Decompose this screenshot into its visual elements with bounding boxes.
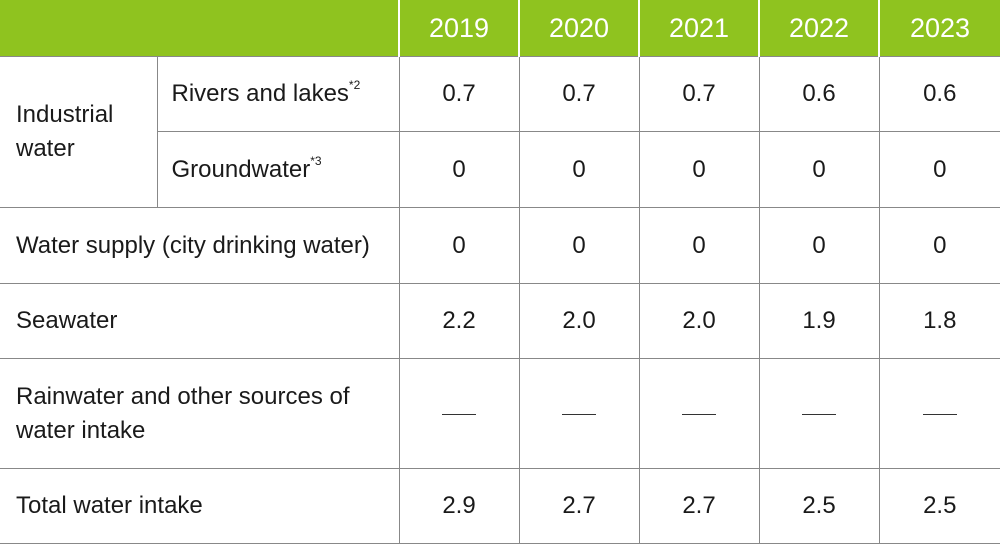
water-supply-value-2021: 0 <box>638 207 759 284</box>
dash-mark <box>922 413 957 415</box>
rivers-and-lakes-label: Rivers and lakes*2 <box>156 56 399 132</box>
seawater-value-2020: 2.0 <box>518 283 639 359</box>
dash-mark <box>562 413 596 415</box>
groundwater-value-2020: 0 <box>518 131 639 208</box>
water-supply-value-2020: 0 <box>518 207 639 284</box>
total-label: Total water intake <box>0 468 399 544</box>
rivers-value-2021: 0.7 <box>638 56 759 132</box>
year-header-2023: 2023 <box>878 0 1000 57</box>
table-row-seawater: Seawater 2.2 2.0 2.0 1.9 1.8 <box>0 283 1000 359</box>
rainwater-value-2023 <box>878 358 1000 469</box>
groundwater-value-2023: 0 <box>878 131 1000 208</box>
year-header-2021: 2021 <box>638 0 759 57</box>
table-row-groundwater: Groundwater*3 0 0 0 0 0 <box>0 131 1000 208</box>
table-row-total: Total water intake 2.9 2.7 2.7 2.5 2.5 <box>0 468 1000 544</box>
table-row-water-supply: Water supply (city drinking water) 0 0 0… <box>0 207 1000 284</box>
rivers-value-2022: 0.6 <box>758 56 879 132</box>
table-row-rivers-and-lakes: Industrial water Rivers and lakes*2 0.7 0… <box>0 56 1000 208</box>
seawater-value-2022: 1.9 <box>758 283 879 359</box>
seawater-label: Seawater <box>0 283 399 359</box>
water-supply-value-2019: 0 <box>398 207 519 284</box>
year-header-2022: 2022 <box>758 0 879 57</box>
water-supply-label: Water supply (city drinking water) <box>0 207 399 284</box>
total-value-2020: 2.7 <box>518 468 639 544</box>
rainwater-value-2019 <box>398 358 519 469</box>
year-header-2019: 2019 <box>398 0 519 57</box>
rainwater-label: Rainwater and other sources of water inta… <box>0 358 399 469</box>
dash-mark <box>682 413 716 415</box>
total-value-2019: 2.9 <box>398 468 519 544</box>
dash-mark <box>442 413 476 415</box>
groundwater-value-2021: 0 <box>638 131 759 208</box>
rainwater-value-2020 <box>518 358 639 469</box>
groundwater-label: Groundwater*3 <box>156 131 399 208</box>
seawater-value-2019: 2.2 <box>398 283 519 359</box>
table-row-rainwater: Rainwater and other sources of water inta… <box>0 358 1000 469</box>
total-value-2022: 2.5 <box>758 468 879 544</box>
water-supply-value-2022: 0 <box>758 207 879 284</box>
header-row: 2019 2020 2021 2022 2023 <box>0 0 1000 57</box>
total-value-2023: 2.5 <box>878 468 1000 544</box>
footnote-marker: *3 <box>310 153 322 168</box>
groundwater-value-2022: 0 <box>758 131 879 208</box>
year-header-2020: 2020 <box>518 0 639 57</box>
footnote-marker: *2 <box>348 78 361 92</box>
seawater-value-2023: 1.8 <box>878 283 1000 359</box>
rainwater-value-2022 <box>758 358 879 469</box>
seawater-value-2021: 2.0 <box>638 283 759 359</box>
industrial-water-label: Industrial water <box>0 56 157 208</box>
groundwater-value-2019: 0 <box>398 131 519 208</box>
dash-mark <box>802 413 836 415</box>
header-blank-cell <box>0 0 399 57</box>
rainwater-value-2021 <box>638 358 759 469</box>
rivers-value-2023: 0.6 <box>878 56 1000 132</box>
rivers-value-2019: 0.7 <box>398 56 519 132</box>
water-supply-value-2023: 0 <box>878 207 1000 284</box>
rivers-value-2020: 0.7 <box>518 56 639 132</box>
total-value-2021: 2.7 <box>638 468 759 544</box>
